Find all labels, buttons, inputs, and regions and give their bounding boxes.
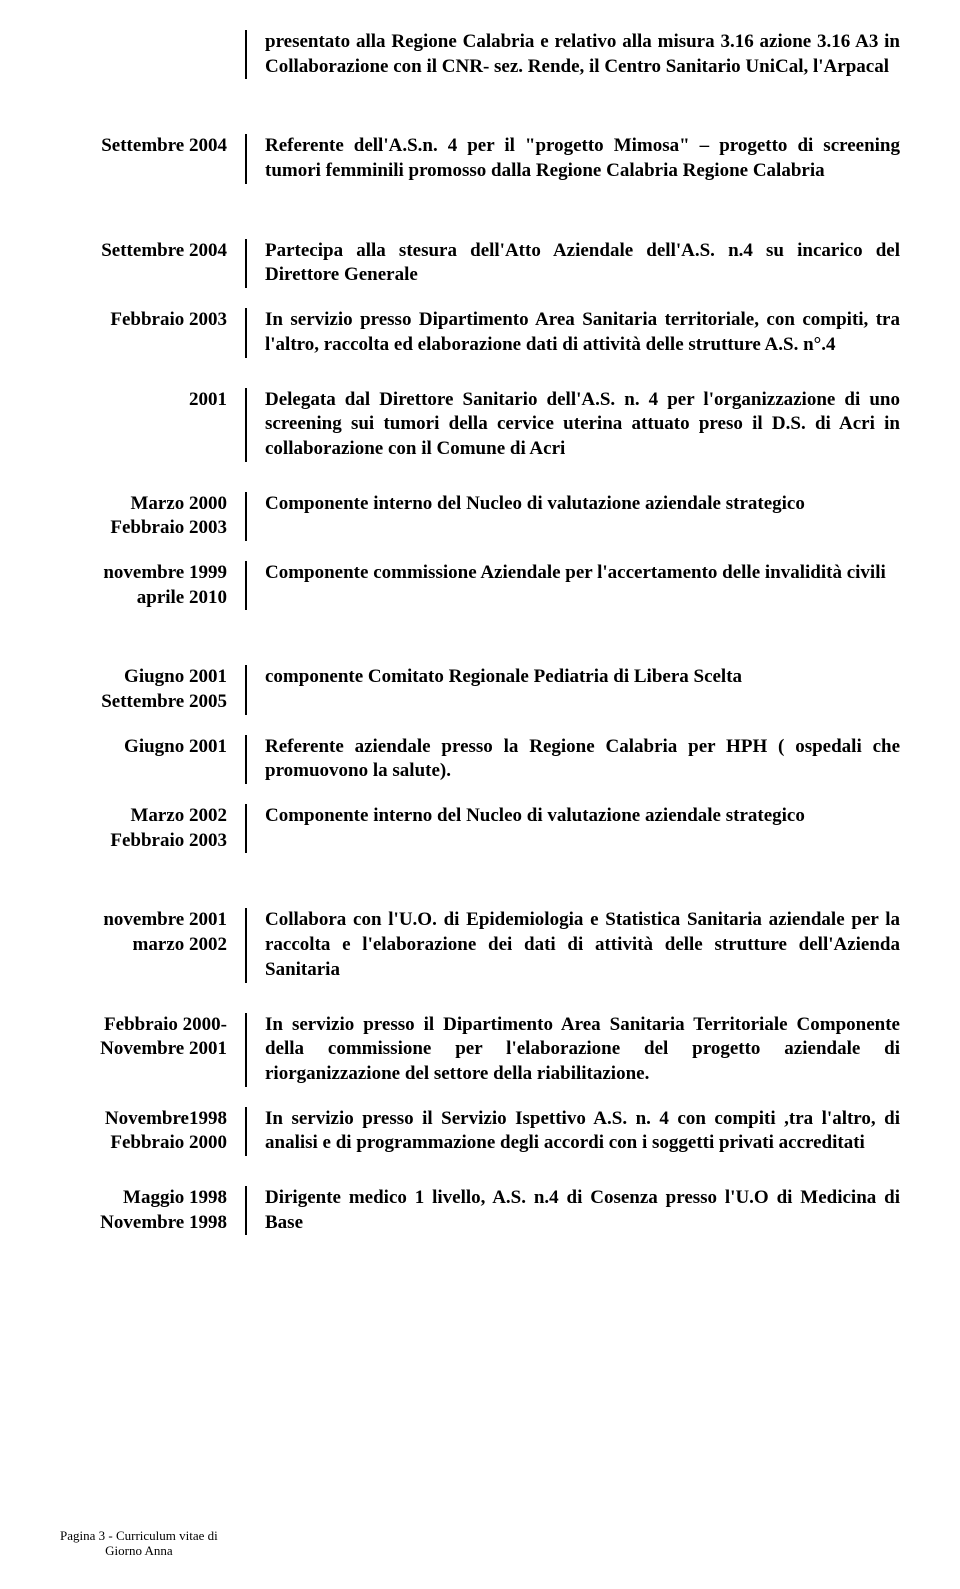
entry-date: Novembre1998Febbraio 2000: [60, 1107, 245, 1156]
page: presentato alla Regione Calabria e relat…: [0, 0, 960, 1589]
entry-date: Febbraio 2000-Novembre 2001: [60, 1013, 245, 1062]
entry-row: 2001 Delegata dal Direttore Sanitario de…: [60, 388, 900, 462]
entry-body: Collabora con l'U.O. di Epidemiologia e …: [247, 908, 900, 982]
entry-date: Settembre 2004: [60, 134, 245, 159]
entry-row: novembre 1999aprile 2010 Componente comm…: [60, 561, 900, 610]
entry-body: Referente dell'A.S.n. 4 per il "progetto…: [247, 134, 900, 183]
entry-body: Delegata dal Direttore Sanitario dell'A.…: [247, 388, 900, 462]
entry-row: Febbraio 2000-Novembre 2001 In servizio …: [60, 1013, 900, 1087]
entry-date: 2001: [60, 388, 245, 413]
entry-row: Giugno 2001Settembre 2005 componente Com…: [60, 665, 900, 714]
entry-date: novembre 1999aprile 2010: [60, 561, 245, 610]
entry-row: Maggio 1998Novembre 1998 Dirigente medic…: [60, 1186, 900, 1235]
entry-row: Marzo 2000Febbraio 2003 Componente inter…: [60, 492, 900, 541]
entry-date: Giugno 2001: [60, 735, 245, 760]
entry-body: In servizio presso il Dipartimento Area …: [247, 1013, 900, 1087]
entry-row: Giugno 2001 Referente aziendale presso l…: [60, 735, 900, 784]
entry-body: Componente interno del Nucleo di valutaz…: [247, 492, 900, 517]
footer-line-1: Pagina 3 - Curriculum vitae di: [60, 1528, 218, 1544]
entry-body: Partecipa alla stesura dell'Atto Azienda…: [247, 239, 900, 288]
section-gap: [60, 883, 900, 908]
entry-row: presentato alla Regione Calabria e relat…: [60, 30, 900, 79]
entry-body: Componente interno del Nucleo di valutaz…: [247, 804, 900, 829]
entry-body: Componente commissione Aziendale per l'a…: [247, 561, 900, 586]
entry-row: Settembre 2004 Referente dell'A.S.n. 4 p…: [60, 134, 900, 183]
entry-date: Settembre 2004: [60, 239, 245, 264]
footer-line-2: Giorno Anna: [60, 1543, 218, 1559]
page-footer: Pagina 3 - Curriculum vitae di Giorno An…: [60, 1528, 218, 1559]
entry-row: Febbraio 2003 In servizio presso Diparti…: [60, 308, 900, 357]
entry-date: novembre 2001marzo 2002: [60, 908, 245, 957]
entry-body: In servizio presso Dipartimento Area San…: [247, 308, 900, 357]
entry-date: Marzo 2000Febbraio 2003: [60, 492, 245, 541]
entry-body: presentato alla Regione Calabria e relat…: [247, 30, 900, 79]
entry-body: In servizio presso il Servizio Ispettivo…: [247, 1107, 900, 1156]
entry-row: Novembre1998Febbraio 2000 In servizio pr…: [60, 1107, 900, 1156]
entry-body: Dirigente medico 1 livello, A.S. n.4 di …: [247, 1186, 900, 1235]
entry-body: Referente aziendale presso la Regione Ca…: [247, 735, 900, 784]
entry-row: Settembre 2004 Partecipa alla stesura de…: [60, 239, 900, 288]
entry-date: Marzo 2002Febbraio 2003: [60, 804, 245, 853]
entry-body: componente Comitato Regionale Pediatria …: [247, 665, 900, 690]
entry-date: Maggio 1998Novembre 1998: [60, 1186, 245, 1235]
entry-date: Febbraio 2003: [60, 308, 245, 333]
entry-date: Giugno 2001Settembre 2005: [60, 665, 245, 714]
section-gap: [60, 640, 900, 665]
entry-row: novembre 2001marzo 2002 Collabora con l'…: [60, 908, 900, 982]
entry-row: Marzo 2002Febbraio 2003 Componente inter…: [60, 804, 900, 853]
